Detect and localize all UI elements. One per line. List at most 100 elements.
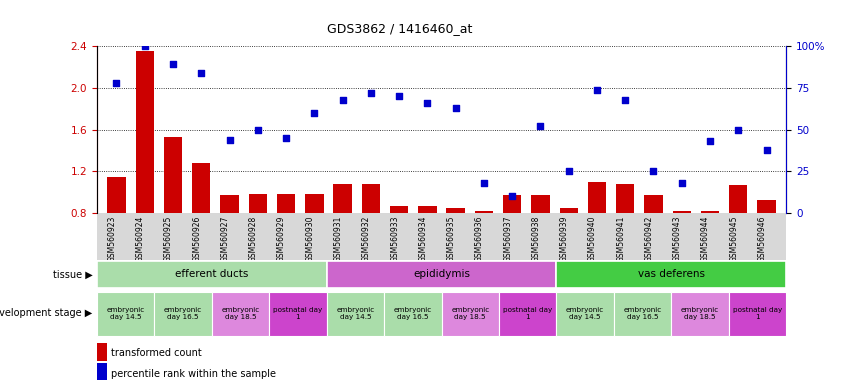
FancyBboxPatch shape: [499, 292, 557, 336]
Bar: [729, 185, 748, 297]
Text: embryonic
day 14.5: embryonic day 14.5: [566, 307, 605, 320]
Text: GSM560929: GSM560929: [277, 215, 286, 262]
Text: GSM560934: GSM560934: [418, 215, 427, 262]
Bar: [97, 343, 107, 361]
Text: GSM560926: GSM560926: [193, 215, 201, 262]
Text: GSM560924: GSM560924: [135, 215, 145, 262]
Bar: [447, 208, 465, 297]
Bar: [390, 206, 409, 297]
Bar: [503, 195, 521, 297]
Bar: [97, 363, 107, 382]
Text: GSM560946: GSM560946: [758, 215, 766, 262]
Bar: [532, 195, 550, 297]
Text: embryonic
day 18.5: embryonic day 18.5: [681, 307, 719, 320]
Bar: [305, 194, 324, 297]
Point: [759, 147, 773, 153]
FancyBboxPatch shape: [614, 292, 671, 336]
Point: [618, 96, 632, 103]
Point: [505, 194, 519, 200]
Bar: [108, 177, 125, 297]
Point: [449, 105, 463, 111]
Text: embryonic
day 16.5: embryonic day 16.5: [164, 307, 202, 320]
Point: [534, 123, 547, 129]
Point: [138, 43, 151, 49]
Bar: [701, 211, 719, 297]
Bar: [418, 206, 436, 297]
FancyBboxPatch shape: [557, 262, 786, 288]
Text: embryonic
day 16.5: embryonic day 16.5: [394, 307, 432, 320]
Text: GSM560935: GSM560935: [447, 215, 456, 262]
Text: embryonic
day 16.5: embryonic day 16.5: [623, 307, 662, 320]
Bar: [362, 184, 380, 297]
Bar: [673, 211, 691, 297]
Point: [279, 135, 293, 141]
Bar: [333, 184, 352, 297]
Bar: [220, 195, 239, 297]
Text: GSM560945: GSM560945: [729, 215, 738, 262]
Bar: [474, 211, 493, 297]
Text: GSM560928: GSM560928: [249, 215, 258, 262]
FancyBboxPatch shape: [154, 292, 212, 336]
FancyBboxPatch shape: [212, 292, 269, 336]
Text: GSM560944: GSM560944: [701, 215, 710, 262]
Text: GSM560927: GSM560927: [220, 215, 230, 262]
Bar: [249, 194, 267, 297]
Bar: [588, 182, 606, 297]
Text: epididymis: epididymis: [413, 269, 470, 279]
Text: embryonic
day 14.5: embryonic day 14.5: [106, 307, 145, 320]
Text: GDS3862 / 1416460_at: GDS3862 / 1416460_at: [327, 22, 472, 35]
Text: vas deferens: vas deferens: [637, 269, 705, 279]
Bar: [644, 195, 663, 297]
Bar: [559, 208, 578, 297]
Text: GSM560940: GSM560940: [588, 215, 597, 262]
Bar: [616, 184, 634, 297]
Text: embryonic
day 18.5: embryonic day 18.5: [451, 307, 489, 320]
Point: [167, 61, 180, 68]
Point: [562, 168, 575, 174]
Point: [336, 96, 349, 103]
Point: [675, 180, 689, 186]
FancyBboxPatch shape: [269, 292, 326, 336]
FancyBboxPatch shape: [326, 292, 384, 336]
Bar: [164, 137, 182, 297]
Bar: [135, 51, 154, 297]
Point: [194, 70, 208, 76]
Point: [590, 86, 604, 93]
Text: GSM560923: GSM560923: [108, 215, 117, 262]
Text: development stage ▶: development stage ▶: [0, 308, 93, 318]
FancyBboxPatch shape: [97, 292, 154, 336]
Text: GSM560932: GSM560932: [362, 215, 371, 262]
Text: postnatal day
1: postnatal day 1: [733, 307, 782, 320]
Text: transformed count: transformed count: [110, 348, 201, 358]
Text: GSM560943: GSM560943: [673, 215, 682, 262]
Text: GSM560937: GSM560937: [503, 215, 512, 262]
Text: GSM560925: GSM560925: [164, 215, 173, 262]
Text: percentile rank within the sample: percentile rank within the sample: [110, 369, 276, 379]
Text: GSM560936: GSM560936: [475, 215, 484, 262]
Bar: [758, 200, 775, 297]
Point: [393, 93, 406, 99]
Text: GSM560933: GSM560933: [390, 215, 399, 262]
Point: [703, 138, 717, 144]
Point: [364, 90, 378, 96]
Point: [110, 80, 124, 86]
Point: [732, 127, 745, 133]
Point: [420, 100, 434, 106]
FancyBboxPatch shape: [442, 292, 499, 336]
FancyBboxPatch shape: [97, 262, 326, 288]
Text: efferent ducts: efferent ducts: [175, 269, 248, 279]
Text: embryonic
day 14.5: embryonic day 14.5: [336, 307, 374, 320]
Point: [477, 180, 490, 186]
Text: postnatal day
1: postnatal day 1: [503, 307, 553, 320]
FancyBboxPatch shape: [557, 292, 614, 336]
Text: GSM560939: GSM560939: [560, 215, 569, 262]
Text: embryonic
day 18.5: embryonic day 18.5: [221, 307, 260, 320]
FancyBboxPatch shape: [671, 292, 729, 336]
Text: GSM560930: GSM560930: [305, 215, 315, 262]
Point: [647, 168, 660, 174]
Text: postnatal day
1: postnatal day 1: [273, 307, 322, 320]
FancyBboxPatch shape: [384, 292, 442, 336]
FancyBboxPatch shape: [326, 262, 557, 288]
Text: GSM560938: GSM560938: [532, 215, 541, 262]
Text: GSM560941: GSM560941: [616, 215, 625, 262]
